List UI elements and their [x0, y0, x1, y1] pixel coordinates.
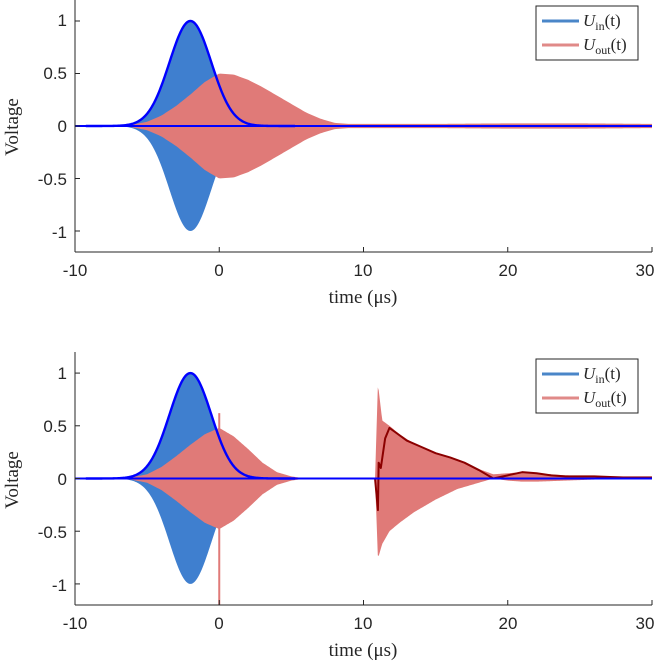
bottom-legend-box: [535, 358, 639, 414]
legend-arg: (t): [605, 364, 621, 383]
bottom-ytick-label: 1: [58, 364, 67, 383]
top-legend-box: [535, 5, 639, 61]
bottom-ytick-label: 0: [58, 470, 67, 489]
bottom-xtick-label: -10: [63, 614, 88, 633]
bottom-panel: 1 0.5 0 -0.5 -1 -10 0 10 20 30 time (μs)…: [2, 352, 654, 661]
top-input-envelope-line: [85, 19, 295, 128]
legend-sub: out: [595, 396, 611, 410]
top-xtick-label: -10: [63, 261, 88, 280]
top-xtick-label: 20: [499, 261, 518, 280]
top-ytick-label: -0.5: [38, 170, 67, 189]
top-xtick-label: 10: [354, 261, 373, 280]
bottom-output-signal-fill-1: [375, 387, 652, 556]
legend-main: U: [583, 364, 597, 383]
top-y-axis-label: Voltage: [2, 98, 23, 156]
bottom-legend: Uin(t) Uout(t): [535, 358, 639, 414]
legend-arg: (t): [605, 11, 621, 30]
bottom-xtick-label: 10: [354, 614, 373, 633]
top-xtick-label: 0: [214, 261, 223, 280]
bottom-xtick-label: 20: [499, 614, 518, 633]
top-plot-area: [75, 19, 653, 231]
bottom-plot-area: [75, 371, 652, 605]
bottom-x-axis-label: time (μs): [329, 640, 398, 661]
top-xtick-label: 30: [636, 261, 655, 280]
legend-main: U: [583, 11, 597, 30]
legend-arg: (t): [611, 388, 627, 407]
top-ytick-label: 0.5: [43, 64, 67, 83]
bottom-ticks: [74, 372, 653, 605]
bottom-xtick-label: 30: [636, 614, 655, 633]
top-ytick-label: 1: [58, 11, 67, 30]
bottom-output-mean-line: [374, 426, 652, 512]
top-legend-label-out: Uout(t): [583, 35, 627, 57]
bottom-ytick-label: -0.5: [38, 523, 67, 542]
bottom-input-envelope-line: [85, 371, 295, 480]
bottom-legend-label-out: Uout(t): [583, 388, 627, 410]
top-ticks: [74, 20, 653, 252]
bottom-legend-label-in: Uin(t): [583, 364, 621, 386]
legend-sub: in: [595, 372, 604, 386]
top-ytick-label: 0: [58, 117, 67, 136]
bottom-ytick-label: -1: [52, 576, 67, 595]
legend-main: U: [583, 35, 597, 54]
bottom-ytick-label: 0.5: [43, 417, 67, 436]
top-legend-label-in: Uin(t): [583, 11, 621, 33]
top-legend: Uin(t) Uout(t): [535, 5, 639, 61]
bottom-y-axis-label: Voltage: [2, 451, 23, 509]
top-panel: 1 0.5 0 -0.5 -1 -10 0 10 20 30 time (μs)…: [2, 0, 654, 308]
legend-sub: out: [595, 43, 611, 57]
legend-arg: (t): [611, 35, 627, 54]
legend-sub: in: [595, 19, 604, 33]
bottom-xtick-label: 0: [214, 614, 223, 633]
top-x-axis-label: time (μs): [329, 287, 398, 308]
legend-main: U: [583, 388, 597, 407]
top-ytick-label: -1: [52, 223, 67, 242]
